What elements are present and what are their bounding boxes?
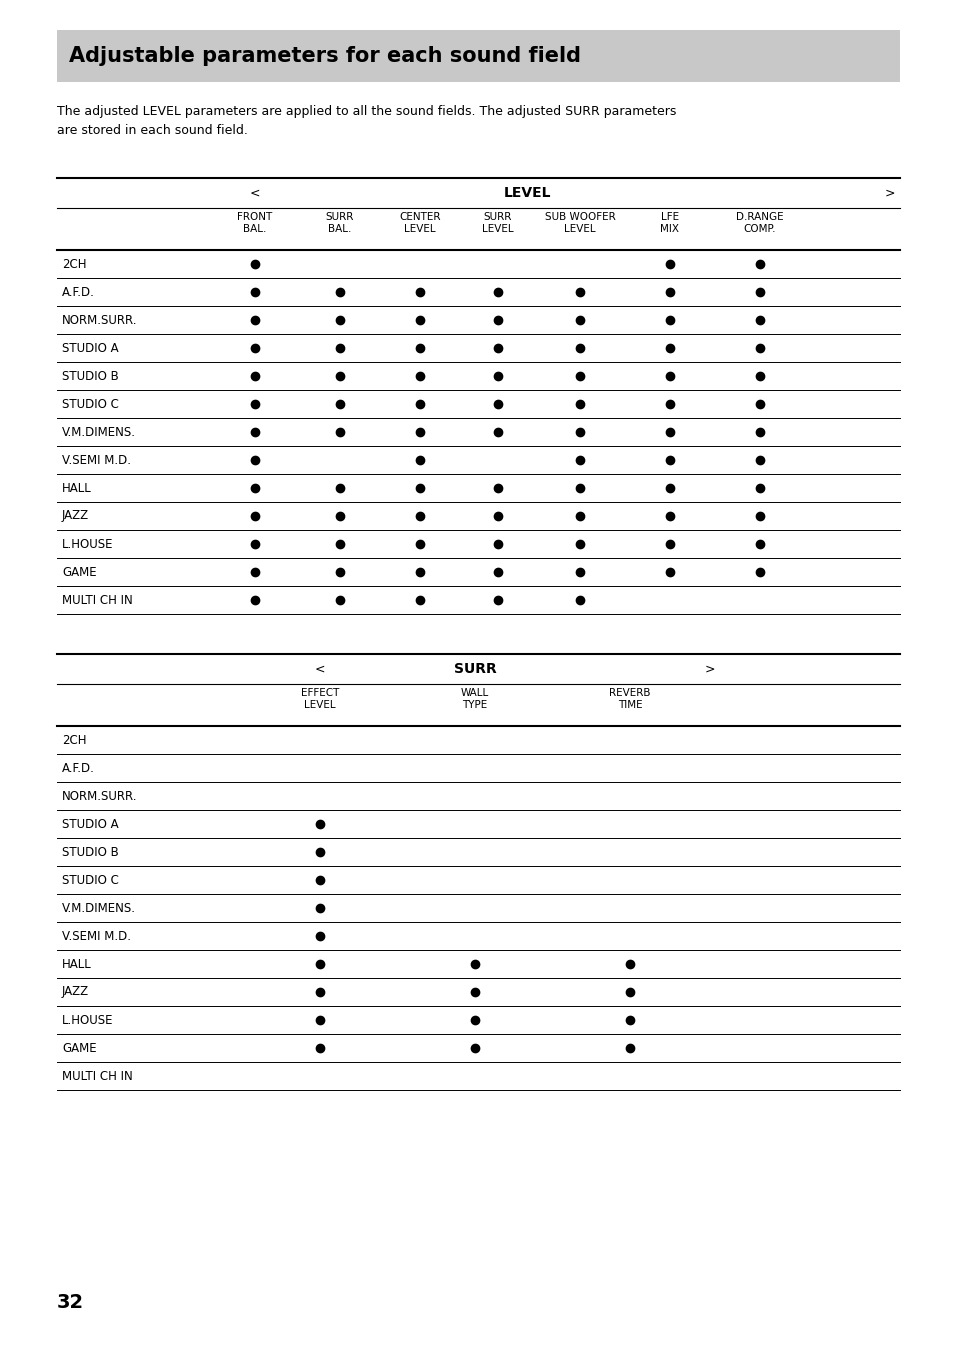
Text: <: < xyxy=(250,187,260,200)
Text: SURR
BAL.: SURR BAL. xyxy=(326,212,354,234)
Text: SURR: SURR xyxy=(453,662,496,676)
Text: >: > xyxy=(883,187,894,200)
Text: A.F.D.: A.F.D. xyxy=(62,285,94,299)
Text: GAME: GAME xyxy=(62,1041,96,1055)
Text: STUDIO B: STUDIO B xyxy=(62,845,118,859)
Text: NORM.SURR.: NORM.SURR. xyxy=(62,790,137,803)
Text: EFFECT
LEVEL: EFFECT LEVEL xyxy=(300,688,339,710)
Bar xyxy=(57,30,899,82)
Text: <: < xyxy=(314,662,325,676)
Text: L.HOUSE: L.HOUSE xyxy=(62,1014,113,1026)
Text: 2CH: 2CH xyxy=(62,734,87,746)
Text: CENTER
LEVEL: CENTER LEVEL xyxy=(399,212,440,234)
Text: LFE
MIX: LFE MIX xyxy=(659,212,679,234)
Text: JAZZ: JAZZ xyxy=(62,510,89,522)
Text: 32: 32 xyxy=(57,1293,84,1311)
Text: >: > xyxy=(704,662,715,676)
Text: WALL
TYPE: WALL TYPE xyxy=(460,688,489,710)
Text: V.SEMI M.D.: V.SEMI M.D. xyxy=(62,930,131,942)
Text: L.HOUSE: L.HOUSE xyxy=(62,538,113,550)
Text: STUDIO C: STUDIO C xyxy=(62,873,119,887)
Text: GAME: GAME xyxy=(62,565,96,579)
Text: D.RANGE
COMP.: D.RANGE COMP. xyxy=(736,212,783,234)
Text: HALL: HALL xyxy=(62,957,91,971)
Text: STUDIO B: STUDIO B xyxy=(62,369,118,383)
Text: A.F.D.: A.F.D. xyxy=(62,761,94,775)
Text: V.M.DIMENS.: V.M.DIMENS. xyxy=(62,426,136,438)
Text: MULTI CH IN: MULTI CH IN xyxy=(62,594,132,607)
Text: REVERB
TIME: REVERB TIME xyxy=(609,688,650,710)
Text: V.SEMI M.D.: V.SEMI M.D. xyxy=(62,453,131,466)
Text: MULTI CH IN: MULTI CH IN xyxy=(62,1069,132,1083)
Text: STUDIO C: STUDIO C xyxy=(62,397,119,411)
Text: V.M.DIMENS.: V.M.DIMENS. xyxy=(62,902,136,914)
Text: LEVEL: LEVEL xyxy=(503,187,551,200)
Text: NORM.SURR.: NORM.SURR. xyxy=(62,314,137,326)
Text: 2CH: 2CH xyxy=(62,257,87,270)
Text: SURR
LEVEL: SURR LEVEL xyxy=(481,212,514,234)
Text: HALL: HALL xyxy=(62,481,91,495)
Text: JAZZ: JAZZ xyxy=(62,986,89,999)
Text: STUDIO A: STUDIO A xyxy=(62,818,118,830)
Text: STUDIO A: STUDIO A xyxy=(62,342,118,354)
Text: The adjusted LEVEL parameters are applied to all the sound fields. The adjusted : The adjusted LEVEL parameters are applie… xyxy=(57,105,676,137)
Text: Adjustable parameters for each sound field: Adjustable parameters for each sound fie… xyxy=(69,46,580,66)
Text: SUB WOOFER
LEVEL: SUB WOOFER LEVEL xyxy=(544,212,615,234)
Text: FRONT
BAL.: FRONT BAL. xyxy=(237,212,273,234)
